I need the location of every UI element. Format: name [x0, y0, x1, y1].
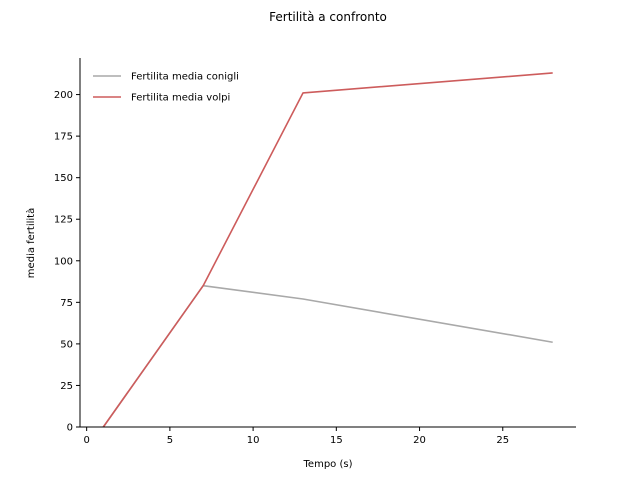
series-line-2 — [102, 72, 553, 428]
y-tick-label: 150 — [54, 173, 73, 184]
y-tick-label: 175 — [54, 132, 73, 143]
x-tick-label: 5 — [167, 435, 173, 446]
x-tick-label: 0 — [83, 435, 89, 446]
y-tick-label: 200 — [54, 90, 73, 101]
y-tick-label: 125 — [54, 215, 73, 226]
x-tick-label: 20 — [413, 435, 426, 446]
y-tick-label: 75 — [60, 298, 73, 309]
y-tick-label: 100 — [54, 256, 73, 267]
x-tick-label: 25 — [496, 435, 509, 446]
y-axis-label: media fertilità — [25, 208, 37, 278]
chart-title: Fertilità a confronto — [269, 10, 387, 24]
y-axis-ticks: 0 25 50 75 100 125 150 175 200 — [54, 90, 80, 434]
x-tick-label: 15 — [330, 435, 343, 446]
series-line-1 — [102, 284, 553, 428]
y-tick-label: 25 — [60, 381, 73, 392]
x-tick-label: 10 — [247, 435, 260, 446]
y-tick-label: 0 — [67, 423, 73, 434]
series-layer — [102, 72, 553, 428]
y-tick-label: 50 — [60, 339, 73, 350]
legend: Fertilita media conigli Fertilita media v… — [93, 72, 239, 104]
legend-label-2: Fertilita media volpi — [131, 93, 230, 104]
x-axis-ticks: 0 5 10 15 20 25 — [83, 427, 509, 446]
legend-label-1: Fertilita media conigli — [131, 72, 239, 83]
x-axis-label: Tempo (s) — [303, 459, 353, 470]
